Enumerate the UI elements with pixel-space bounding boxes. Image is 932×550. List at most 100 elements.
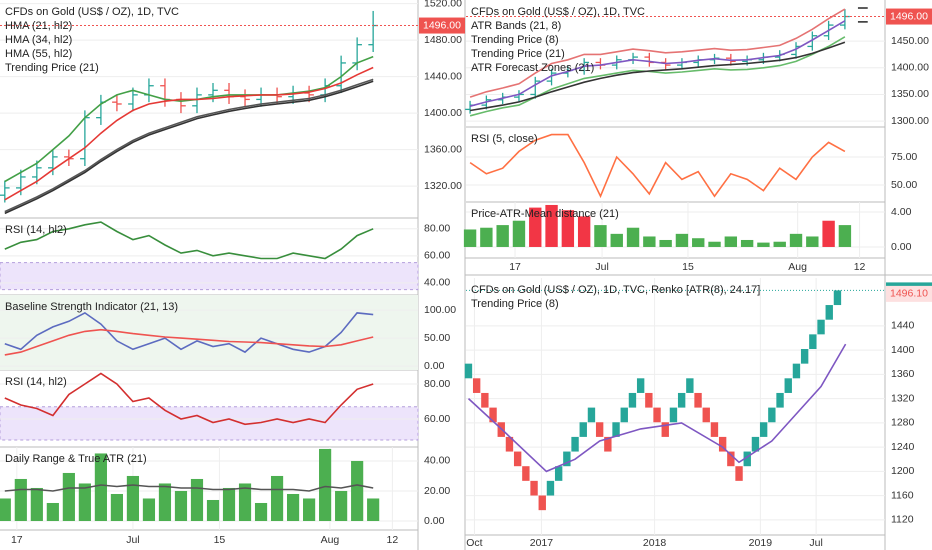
- brick: [718, 436, 727, 452]
- brick: [489, 407, 497, 423]
- y-tick-label: 50.00: [891, 179, 917, 191]
- brick: [809, 334, 817, 350]
- y-tick-label: 4.00: [891, 206, 912, 218]
- brick: [833, 290, 842, 306]
- brick: [817, 319, 825, 335]
- legend-entry: Trending Price (21): [471, 48, 565, 60]
- bar: [94, 453, 107, 521]
- series-line: [4, 78, 374, 213]
- bar: [190, 478, 204, 521]
- legend-entry: Trending Price (21): [5, 62, 99, 74]
- bar: [724, 236, 738, 247]
- brick: [653, 407, 661, 423]
- brick: [604, 436, 612, 452]
- bar: [740, 239, 754, 247]
- pane-background: [0, 295, 418, 370]
- brick: [464, 363, 473, 379]
- bar: [773, 241, 786, 247]
- series-line: [4, 66, 374, 201]
- price-label: 1496.10: [890, 288, 928, 300]
- y-tick-label: 60.00: [424, 250, 450, 262]
- pane-title: CFDs on Gold (US$ / OZ), 1D, TVC, Renko …: [471, 284, 760, 296]
- y-tick-label: 1400: [891, 344, 915, 356]
- pane-title: RSI (14, hl2): [5, 224, 67, 236]
- y-tick-label: 0.00: [424, 360, 445, 372]
- brick: [595, 422, 604, 437]
- brick: [587, 407, 596, 423]
- bar: [463, 229, 477, 247]
- x-tick-label: Oct: [466, 537, 482, 549]
- band: [0, 262, 419, 291]
- brick: [661, 422, 669, 437]
- y-tick-label: 1360: [891, 368, 915, 380]
- brick: [645, 392, 653, 408]
- brick: [513, 451, 522, 467]
- x-tick-label: 17: [509, 261, 521, 273]
- y-tick-label: 1320: [891, 392, 915, 404]
- y-tick-label: 40.00: [424, 277, 450, 289]
- series-line: [4, 55, 374, 183]
- bar: [158, 483, 172, 521]
- brick: [727, 451, 735, 467]
- y-tick-label: 1280: [891, 417, 915, 429]
- bar: [822, 220, 835, 247]
- brick: [800, 349, 809, 364]
- bar: [46, 502, 59, 521]
- bar: [480, 227, 493, 247]
- bar: [594, 225, 607, 247]
- y-tick-label: 1160: [891, 489, 914, 501]
- brick: [620, 407, 628, 423]
- bar: [286, 493, 300, 521]
- x-tick-label: 15: [214, 534, 226, 546]
- y-tick-label: 1200: [891, 465, 915, 477]
- brick: [784, 378, 792, 393]
- brick: [825, 305, 833, 320]
- series-line: [469, 41, 846, 112]
- pane-title: Baseline Strength Indicator (21, 13): [5, 301, 178, 313]
- bar: [529, 207, 542, 247]
- y-tick-label: 0.00: [891, 241, 912, 253]
- brick: [751, 436, 760, 452]
- bar: [806, 236, 819, 247]
- y-tick-label: 20.00: [424, 485, 450, 497]
- last-price-box: [419, 17, 465, 34]
- pane-title: Price-ATR-Mean distance (21): [471, 208, 619, 220]
- pane-title: RSI (14, hl2): [5, 376, 67, 388]
- y-tick-label: 1400.00: [424, 107, 462, 119]
- last-price-box: [886, 8, 932, 25]
- x-tick-label: Jul: [595, 261, 608, 273]
- bar: [30, 487, 43, 521]
- legend-entry: Trending Price (8): [471, 34, 559, 46]
- x-tick-label: Jul: [126, 534, 139, 546]
- last-price-label: 1496.00: [423, 19, 461, 31]
- bar: [757, 242, 770, 247]
- band-upper: [469, 8, 846, 98]
- bar: [335, 490, 348, 521]
- brick: [538, 495, 546, 511]
- y-tick-label: 60.00: [424, 413, 450, 425]
- brick: [776, 392, 784, 408]
- bar: [110, 493, 123, 521]
- y-tick-label: 1240: [891, 441, 915, 453]
- brick: [472, 378, 481, 393]
- x-tick-label: Aug: [788, 261, 807, 273]
- brick: [481, 392, 489, 408]
- brick: [563, 451, 571, 467]
- y-tick-label: 1480.00: [424, 34, 462, 46]
- brick: [677, 392, 686, 408]
- pane-title: CFDs on Gold (US$ / OZ), 1D, TVC: [471, 6, 645, 18]
- bar: [319, 448, 332, 521]
- x-tick-label: 15: [682, 261, 694, 273]
- y-tick-label: 75.00: [891, 151, 917, 163]
- bar: [126, 475, 140, 521]
- brick: [743, 451, 751, 467]
- brick: [710, 422, 719, 437]
- brick: [571, 436, 579, 452]
- bar: [692, 238, 705, 247]
- bar: [610, 233, 623, 247]
- x-tick-label: 2017: [530, 537, 554, 549]
- bar: [838, 225, 852, 247]
- bar: [254, 502, 268, 521]
- brick: [686, 378, 694, 393]
- legend-entry: ATR Forecast Zones (21): [471, 62, 594, 74]
